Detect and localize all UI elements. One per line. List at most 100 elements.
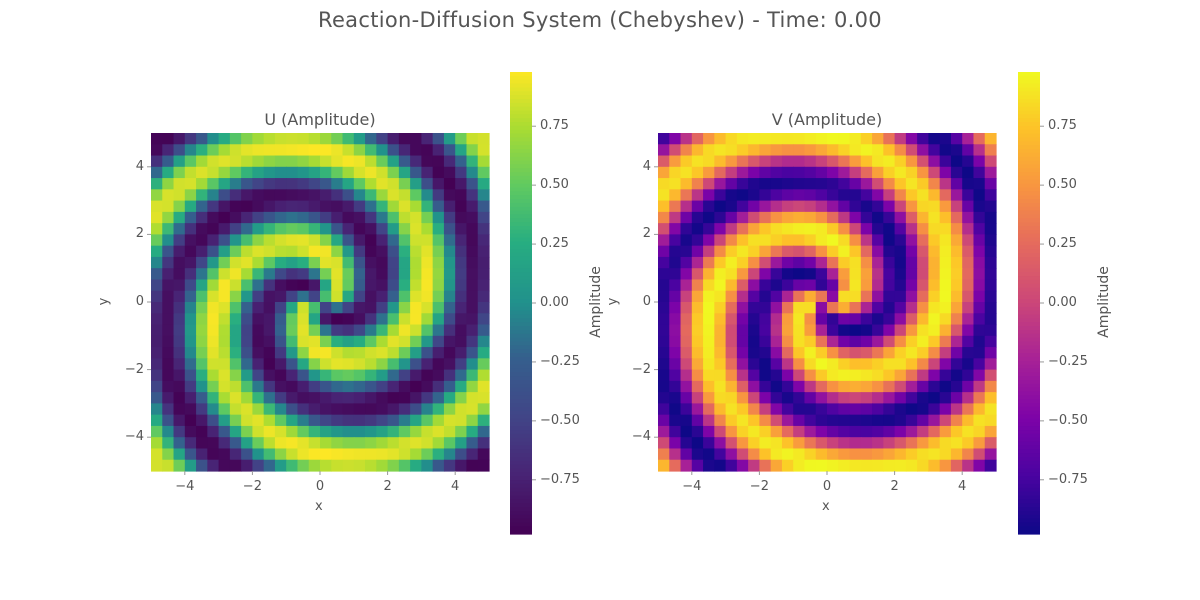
heatmap-cell <box>950 234 963 247</box>
heatmap-cell <box>838 403 851 416</box>
heatmap-cell <box>151 448 163 461</box>
heatmap-cell <box>962 223 975 235</box>
heatmap-cell <box>714 268 727 281</box>
heatmap-cell <box>815 211 828 224</box>
colorbar-segment <box>510 268 532 273</box>
y-tick-label-1-4: −4 <box>631 429 651 445</box>
heatmap-cell <box>184 223 197 235</box>
heatmap-cell <box>162 166 175 179</box>
heatmap-cell <box>849 155 862 168</box>
heatmap-cell <box>477 211 490 224</box>
heatmap-cell <box>703 144 715 157</box>
heatmap-cell <box>162 437 175 450</box>
heatmap-cell <box>748 144 760 157</box>
heatmap-cell <box>804 448 817 461</box>
colorbar-segment <box>510 279 532 285</box>
heatmap-cell <box>680 268 693 281</box>
heatmap-cell <box>410 358 422 371</box>
heatmap-cell <box>770 369 783 382</box>
heatmap-cell <box>207 144 220 157</box>
heatmap-cell <box>703 414 715 427</box>
colorbar-segment <box>1018 395 1040 400</box>
heatmap-cell <box>928 313 941 326</box>
heatmap-cell <box>804 211 817 224</box>
heatmap-cell <box>297 133 310 145</box>
heatmap-cell <box>905 347 918 359</box>
heatmap-cell <box>218 223 231 235</box>
v-colorbar-label: Amplitude <box>1095 266 1112 338</box>
colorbar-segment <box>1018 179 1040 185</box>
heatmap-cell <box>297 268 310 281</box>
heatmap-cell <box>184 279 197 292</box>
heatmap-cell <box>342 459 355 472</box>
heatmap-cell <box>387 448 400 461</box>
heatmap-cell <box>883 268 896 281</box>
heatmap-cell <box>962 459 975 472</box>
colorbar-segment <box>510 122 532 127</box>
heatmap-cell <box>365 133 377 145</box>
heatmap-cell <box>151 144 163 157</box>
colorbar-segment <box>510 360 532 366</box>
heatmap-cell <box>860 189 873 202</box>
heatmap-cell <box>218 256 231 269</box>
heatmap-cell <box>263 347 276 359</box>
heatmap-cell <box>151 155 163 168</box>
heatmap-cell <box>184 324 197 337</box>
heatmap-cell <box>151 403 163 416</box>
heatmap-cell <box>421 245 434 258</box>
heatmap-cell <box>477 324 490 337</box>
heatmap-cell <box>353 369 366 382</box>
colorbar-segment <box>1018 91 1040 96</box>
colorbar-segment <box>1018 287 1040 293</box>
heatmap-cell <box>477 347 490 359</box>
heatmap-cell <box>939 178 952 190</box>
heatmap-cell <box>804 380 817 393</box>
heatmap-cell <box>443 392 456 404</box>
heatmap-cell <box>950 448 963 461</box>
heatmap-cell <box>229 245 242 258</box>
heatmap-cell <box>984 459 997 472</box>
heatmap-cell <box>320 459 332 472</box>
heatmap-cell <box>714 437 727 450</box>
heatmap-cell <box>736 290 749 303</box>
heatmap-cell <box>984 234 997 247</box>
heatmap-cell <box>466 459 479 472</box>
heatmap-cell <box>781 234 794 247</box>
heatmap-cell <box>151 459 163 472</box>
x-tick-label-0-0: −4 <box>175 479 195 494</box>
colorbar-segment <box>1018 102 1040 108</box>
heatmap-cell <box>759 279 772 292</box>
colorbar-segment <box>510 337 532 343</box>
heatmap-cell <box>928 290 941 303</box>
heatmap-cell <box>770 313 783 326</box>
heatmap-cell <box>894 133 907 145</box>
heatmap-cell <box>196 279 208 292</box>
heatmap-cell <box>759 302 772 314</box>
heatmap-cell <box>466 380 479 393</box>
heatmap-cell <box>466 290 479 303</box>
heatmap-cell <box>939 358 952 371</box>
colorbar-segment <box>1018 341 1040 346</box>
heatmap-cell <box>860 279 873 292</box>
heatmap-cell <box>883 256 896 269</box>
colorbar-segment <box>510 518 532 524</box>
heatmap-cell <box>173 155 186 168</box>
colorbar-segment <box>1018 353 1040 358</box>
heatmap-cell <box>827 380 839 393</box>
heatmap-cell <box>725 155 738 168</box>
heatmap-cell <box>207 313 220 326</box>
colorbar-segment <box>1018 183 1040 189</box>
heatmap-cell <box>184 234 197 247</box>
heatmap-cell <box>872 313 884 326</box>
heatmap-cell <box>917 448 929 461</box>
colorbar-segment <box>510 314 532 319</box>
heatmap-cell <box>286 155 299 168</box>
heatmap-cell <box>365 256 377 269</box>
heatmap-cell <box>759 313 772 326</box>
heatmap-cell <box>894 358 907 371</box>
heatmap-cell <box>173 425 186 438</box>
heatmap-cell <box>905 459 918 472</box>
heatmap-cell <box>466 324 479 337</box>
heatmap-cell <box>939 223 952 235</box>
heatmap-cell <box>691 448 704 461</box>
